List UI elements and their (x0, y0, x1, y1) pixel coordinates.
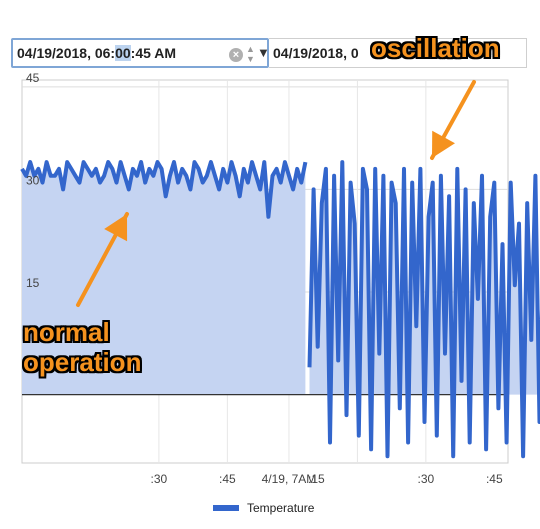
y-tick-label-1: 30 (26, 173, 40, 187)
x-tick-label-3: :15 (308, 472, 325, 486)
legend-label-temperature: Temperature (247, 501, 315, 515)
normal-annotation-line2: operation (23, 347, 142, 377)
normal-operation-annotation: normal operation (23, 317, 141, 377)
start-date-text: 04/19/2018, 06: (17, 45, 116, 61)
oscillation-annotation: oscillation (371, 33, 500, 63)
normal-annotation-line1: normal (23, 317, 110, 347)
normal-operation-arrow-icon-head (104, 214, 128, 242)
x-tick-label-4: :30 (418, 472, 435, 486)
start-minute-segment[interactable]: 00 (115, 45, 131, 61)
start-datetime-input[interactable]: 04/19/2018, 06: 00:45 AM × ▲ ▼ ▼ (11, 38, 270, 68)
clear-icon[interactable]: × (229, 48, 243, 62)
spin-button-icon[interactable]: ▲ ▼ (246, 44, 255, 64)
temperature-line-segment-1 (307, 160, 540, 459)
start-time-tail: :45 AM (130, 45, 177, 61)
x-tick-label-0: :30 (151, 472, 168, 486)
temperature-area-segment-0 (22, 162, 306, 395)
chart-legend: Temperature (213, 501, 314, 515)
end-datetime-input[interactable]: 04/19/2018, 0 (269, 38, 527, 68)
dropdown-arrow-icon[interactable]: ▼ (257, 45, 270, 60)
spin-up-icon[interactable]: ▲ (246, 44, 255, 54)
x-tick-label-2: 4/19, 7AM (262, 472, 317, 486)
y-tick-label-0: 15 (26, 276, 40, 290)
oscillation-arrow-icon-head (432, 130, 455, 158)
x-tick-label-1: :45 (219, 472, 236, 486)
x-tick-label-5: :45 (486, 472, 503, 486)
spin-down-icon[interactable]: ▼ (246, 54, 255, 64)
temperature-line-segment-0 (20, 160, 308, 219)
end-date-text: 04/19/2018, 0 (273, 45, 359, 61)
y-tick-label-2: 45 (26, 71, 40, 85)
legend-swatch-temperature (213, 505, 239, 511)
